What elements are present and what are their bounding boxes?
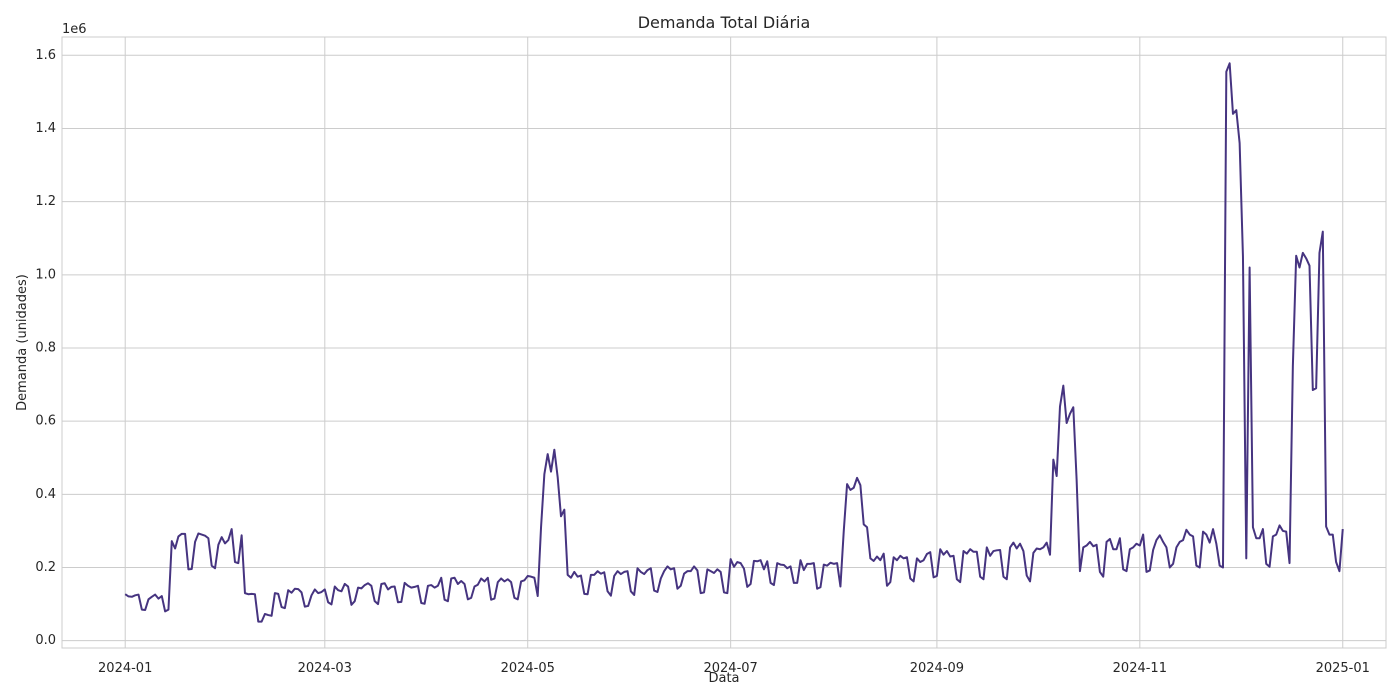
y-axis-offset-label: 1e6 [62, 22, 87, 37]
y-gridlines [62, 54, 1386, 642]
y-tick-label: 1.4 [35, 121, 56, 136]
y-tick-label: 1.0 [35, 267, 56, 282]
x-tick-label: 2024-01 [98, 661, 152, 676]
y-tick-label: 0.0 [35, 633, 56, 648]
y-tick-label: 0.8 [35, 340, 56, 355]
y-tick-label: 1.2 [35, 194, 56, 209]
series-line [124, 62, 1344, 623]
plot-area-frame [61, 36, 1387, 649]
x-axis-label: Data [708, 671, 739, 686]
x-gridlines [124, 37, 1344, 648]
x-tick-label: 2025-01 [1316, 661, 1370, 676]
y-tick-label: 0.4 [35, 487, 56, 502]
x-tick-label: 2024-11 [1113, 661, 1167, 676]
x-tick-label: 2024-09 [910, 661, 964, 676]
x-tick-label: 2024-07 [703, 661, 757, 676]
chart-title: Demanda Total Diária [638, 13, 811, 32]
x-tick-label: 2024-03 [298, 661, 352, 676]
y-axis-label: Demanda (unidades) [15, 274, 30, 411]
x-tick-label: 2024-05 [501, 661, 555, 676]
y-tick-labels: 0.0 0.2 0.4 0.6 0.8 1.0 1.2 1.4 1.6 [35, 48, 56, 648]
y-tick-label: 1.6 [35, 48, 56, 63]
x-tick-labels: 2024-01 2024-03 2024-05 2024-07 2024-09 2024-… [98, 661, 1370, 676]
series-layer [124, 62, 1344, 623]
y-tick-label: 0.6 [35, 414, 56, 429]
y-tick-label: 0.2 [35, 560, 56, 575]
